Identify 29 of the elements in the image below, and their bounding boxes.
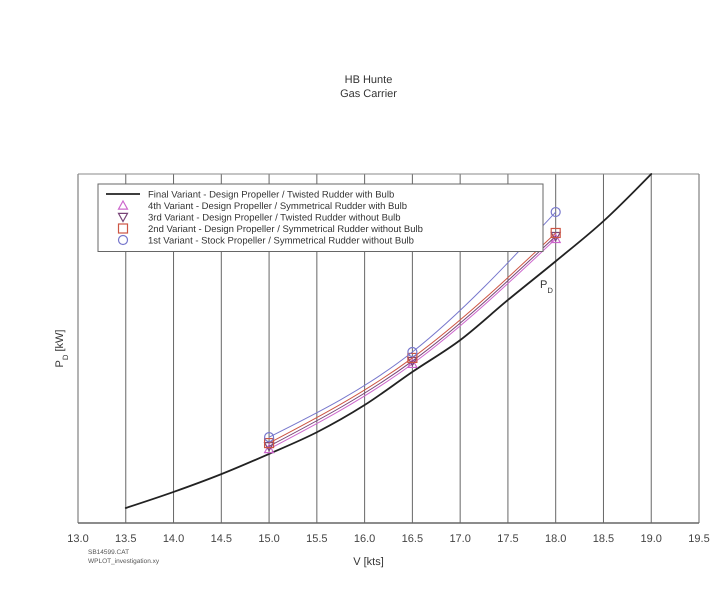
x-tick-label: 18.5 xyxy=(592,533,614,545)
point xyxy=(407,346,418,358)
point xyxy=(407,352,418,364)
x-tick-label: 17.5 xyxy=(497,533,519,545)
x-tick-label: 19.0 xyxy=(640,533,662,545)
chart-title: HB Hunte xyxy=(344,74,392,86)
legend-label: 3rd Variant - Design Propeller / Twisted Rudder without Bulb xyxy=(148,212,401,224)
x-tick-label: 16.0 xyxy=(354,533,376,545)
legend-label: Final Variant - Design Propeller / Twisted Rudder with Bulb xyxy=(148,190,394,200)
x-axis-title: V [kts] xyxy=(353,556,384,568)
x-tick-label: 15.0 xyxy=(258,533,280,545)
x-tick-label: 18.0 xyxy=(544,533,566,545)
x-tick-label: 17.0 xyxy=(449,533,471,545)
x-tick-label: 13.5 xyxy=(115,533,136,545)
legend-label: 1st Variant - Stock Propeller / Symmetrical Rudder without Bulb xyxy=(148,236,414,246)
x-tick-label: 16.5 xyxy=(402,533,424,545)
point xyxy=(264,438,274,448)
point xyxy=(550,206,561,218)
x-tick-label: 15.5 xyxy=(306,533,328,545)
legend-label: 2nd Variant - Design Propeller / Symmetrical Rudder without Bulb xyxy=(148,224,423,235)
x-tick-label: 13.0 xyxy=(67,533,89,545)
legend-label: 4th Variant - Design Propeller / Symmetrical Rudder with Bulb xyxy=(148,201,408,212)
x-tick-label: 19.5 xyxy=(688,533,710,545)
point xyxy=(550,228,561,238)
chart-subtitle: Gas Carrier xyxy=(340,88,398,100)
x-tick-label: 14.0 xyxy=(162,533,184,545)
annotation: P$_{D}$ xyxy=(540,279,554,294)
point xyxy=(264,432,274,442)
x-tick-label: 14.5 xyxy=(210,533,232,545)
